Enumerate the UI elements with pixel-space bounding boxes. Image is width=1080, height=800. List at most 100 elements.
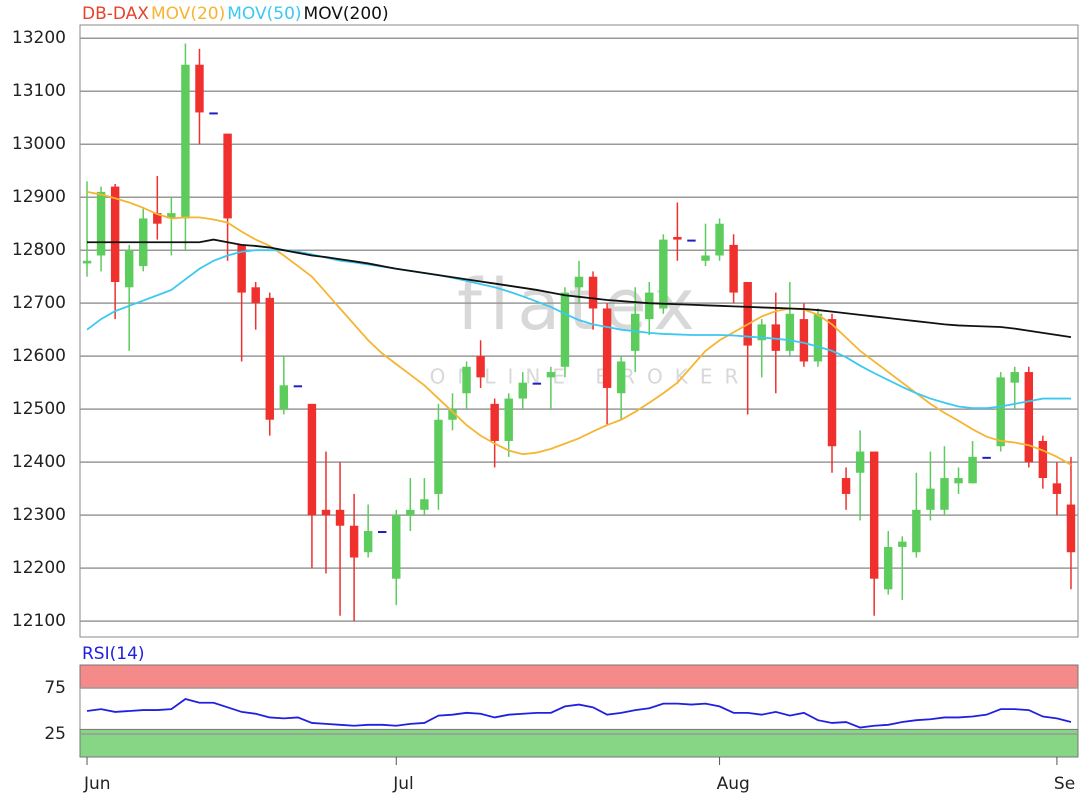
legend-entry: MOV(20) (151, 4, 225, 24)
y-tick-label: 12300 (12, 505, 66, 525)
candle-body (195, 64, 204, 113)
y-tick-label: 75 (44, 678, 66, 698)
candle-body (476, 356, 485, 378)
candle-body (490, 403, 499, 441)
y-tick-label: 13000 (12, 134, 66, 154)
candle-body (574, 276, 584, 288)
candle-body (420, 499, 429, 510)
y-tick-label: 12200 (12, 558, 66, 578)
y-tick-label: 12900 (12, 187, 66, 207)
candle-body (1024, 372, 1034, 463)
candle-body (757, 324, 766, 341)
candle-body (96, 191, 106, 256)
candle-body (307, 403, 317, 516)
candle-body (223, 133, 232, 219)
legend-entry: DB-DAX (82, 4, 149, 24)
candle-body (167, 213, 176, 219)
candle-body (532, 382, 542, 385)
candle-body (982, 456, 991, 459)
candle-body (462, 366, 471, 394)
candle-body (968, 456, 977, 484)
candle-body (124, 250, 134, 288)
legend-entry: MOV(200) (304, 4, 389, 24)
candle-body (251, 287, 260, 304)
candle-body (926, 488, 935, 510)
candle-body (869, 451, 879, 579)
candle-body (392, 515, 401, 579)
y-tick-label: 12100 (12, 611, 66, 631)
candle-body (406, 509, 415, 516)
y-tick-label: 13100 (12, 81, 66, 101)
moving-average-line (86, 249, 1071, 409)
candle-body (293, 385, 303, 388)
y-tick-label: 13200 (12, 28, 66, 48)
candle-body (940, 478, 949, 510)
candle-body (588, 276, 598, 309)
candle-body (841, 478, 851, 494)
candle-body (813, 313, 823, 362)
moving-average-line (86, 191, 1072, 466)
candle-body (209, 112, 218, 115)
candle-body (729, 244, 738, 293)
candle-body (996, 377, 1005, 447)
candle-body (645, 292, 654, 320)
candle-body (855, 451, 865, 473)
candle-body (954, 478, 963, 484)
candle-body (363, 531, 373, 553)
candle-body (349, 525, 359, 558)
candle-body (504, 398, 513, 441)
candle-body (771, 324, 781, 351)
candle-body (82, 260, 92, 264)
moving-average-line (87, 238, 1072, 338)
x-tick-label: Se (1054, 774, 1075, 794)
candle-body (602, 308, 612, 388)
y-tick-label: 12700 (12, 293, 66, 313)
candle-body (799, 319, 809, 362)
candle-body (827, 319, 837, 447)
x-tick-label: Jun (83, 774, 111, 794)
legend-entry: MOV(50) (227, 4, 301, 24)
candle-body (659, 239, 668, 309)
candle-body (785, 313, 795, 351)
rsi-band (79, 664, 1079, 689)
candle-body (912, 509, 921, 553)
candle-body (110, 186, 120, 282)
candle-body (884, 546, 893, 590)
price-panel (79, 24, 1079, 638)
candle-body (1066, 504, 1076, 553)
candle-body (335, 509, 345, 526)
candle-body (631, 313, 640, 351)
candle-body (701, 255, 710, 261)
candle-body (434, 419, 443, 494)
y-tick-label: 12500 (12, 399, 66, 419)
candle-body (743, 281, 752, 346)
y-tick-label: 12400 (12, 452, 66, 472)
candle-body (715, 223, 724, 256)
candle-body (546, 372, 556, 378)
candle-body (153, 213, 162, 224)
candle-body (898, 541, 907, 547)
candle-body (673, 236, 682, 240)
candle-body (181, 64, 190, 219)
candle-body (616, 361, 626, 394)
x-tick-label: Aug (717, 774, 750, 794)
candle-body (321, 509, 331, 516)
candle-body (518, 382, 527, 399)
y-tick-label: 12800 (12, 240, 66, 260)
candle-body (265, 297, 274, 420)
candle-body (687, 239, 696, 242)
candle-body (1010, 372, 1019, 383)
candle-body (560, 292, 570, 367)
candle-body (1038, 440, 1048, 479)
candle-body (279, 385, 289, 410)
x-tick-label: Jul (392, 774, 414, 794)
legend-entry: RSI(14) (82, 644, 145, 664)
y-tick-label: 25 (44, 724, 66, 744)
y-tick-label: 12600 (12, 346, 66, 366)
candle-body (448, 409, 457, 420)
candle-body (237, 244, 246, 293)
candle-body (377, 531, 387, 534)
legend: DB-DAX MOV(20) MOV(50) MOV(200) (82, 4, 389, 24)
candle-body (1052, 483, 1062, 494)
